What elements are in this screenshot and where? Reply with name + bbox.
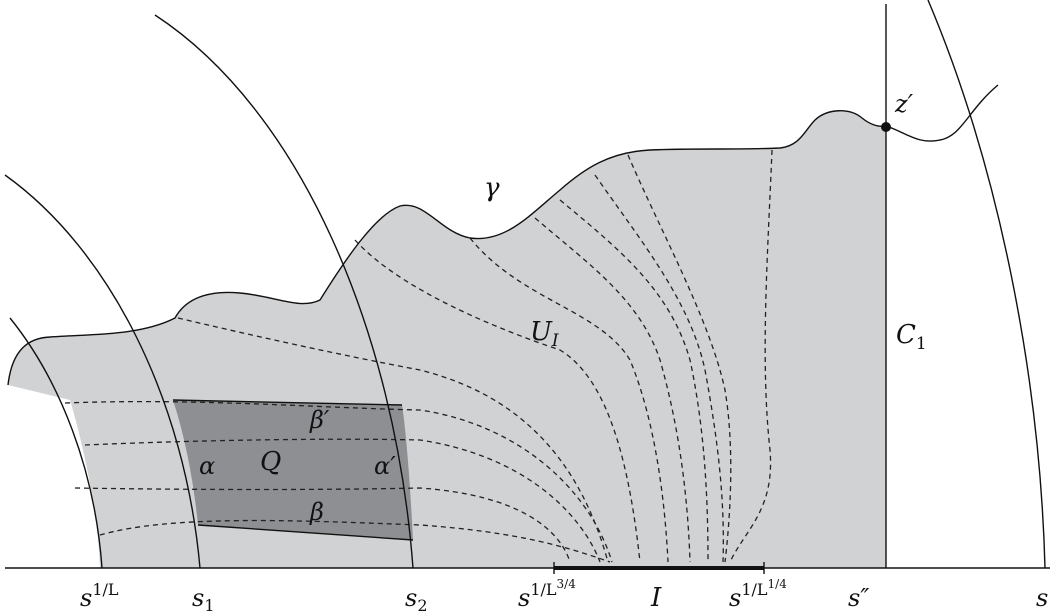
axis-label-s-1-over-l: s1/L: [80, 580, 119, 612]
label-alpha-prime: α′: [374, 452, 396, 480]
label-q: Q: [260, 447, 281, 477]
dashed-curves: [64, 149, 773, 563]
light-region: [8, 110, 886, 568]
axis-label-s2: s2: [405, 584, 428, 613]
beta-prime-curve: [172, 399, 403, 406]
label-z-prime: z′: [894, 90, 914, 118]
arc-s: [927, 0, 1046, 569]
dark-region-q: [173, 400, 413, 540]
arc-s2: [154, 14, 414, 569]
axis-label-i: I: [650, 583, 662, 613]
label-alpha: α: [199, 452, 215, 480]
gamma-curve: [7, 84, 999, 386]
axis-label-s-l-1-4: s1/L1/4: [729, 577, 787, 612]
arc-s1: [4, 174, 201, 569]
beta-curve: [197, 524, 414, 541]
point-z-prime: [881, 122, 891, 132]
label-beta-prime: β′: [309, 406, 330, 434]
label-u-i: UI: [530, 317, 559, 351]
label-beta: β: [309, 498, 324, 526]
label-c1: C1: [896, 320, 927, 354]
axis-label-s1: s1: [192, 584, 215, 613]
axis-label-s-double-prime: s″: [848, 584, 869, 612]
label-gamma: γ: [484, 173, 500, 203]
axis-label-s-l-3-4: s1/L3/4: [518, 577, 576, 612]
axis-label-s: s: [1036, 584, 1048, 612]
